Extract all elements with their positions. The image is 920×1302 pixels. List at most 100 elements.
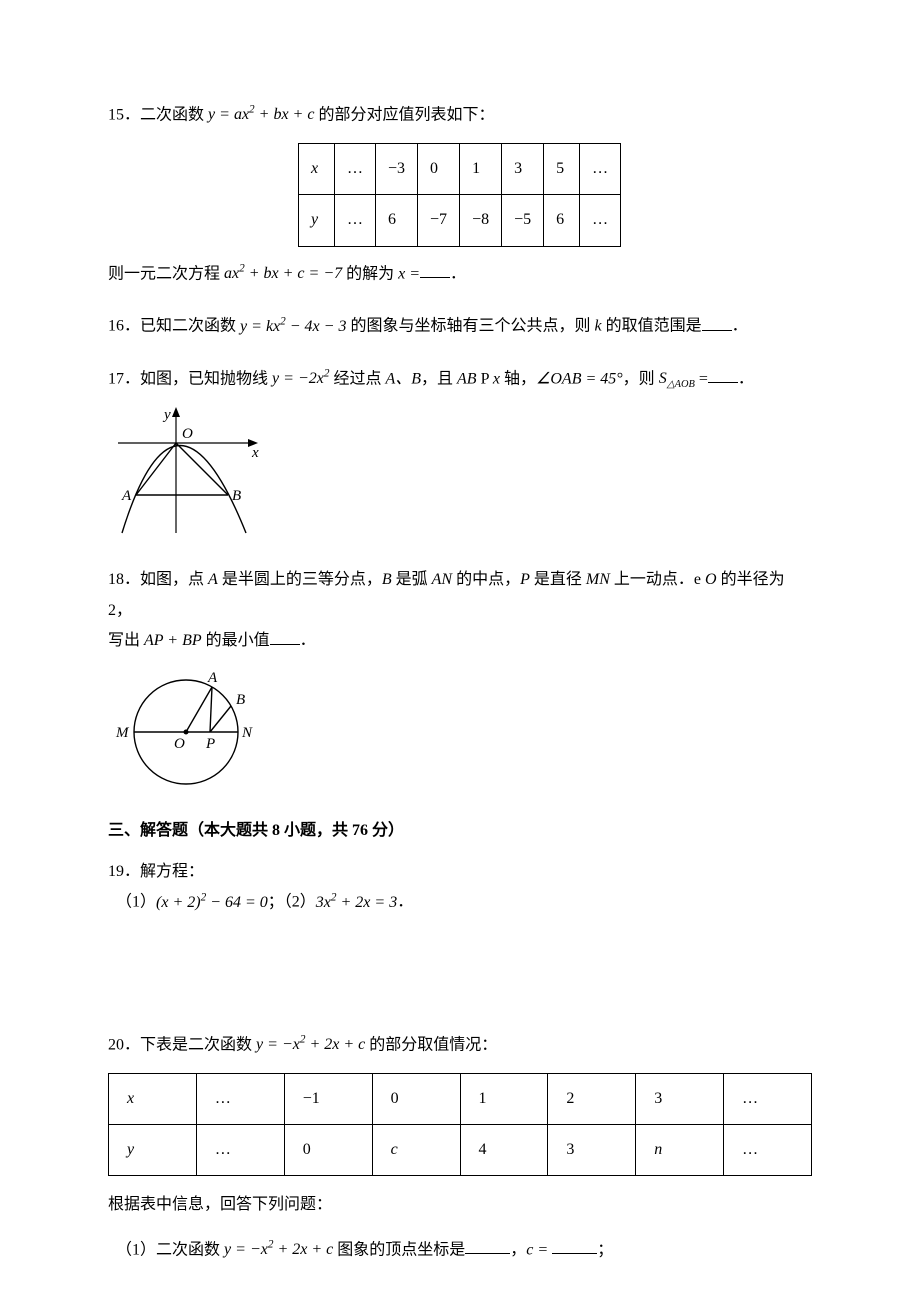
q16-k: k bbox=[594, 318, 601, 335]
label-B: B bbox=[236, 692, 245, 708]
q20-formula: y = −x2 + 2x + c bbox=[256, 1036, 365, 1053]
cell-y4: 6 bbox=[544, 195, 580, 246]
q20-p1-label: （1） bbox=[116, 1241, 156, 1258]
label-M: M bbox=[115, 725, 130, 741]
q18-f: 上一动点． bbox=[610, 571, 694, 588]
q18-period: ． bbox=[300, 632, 316, 649]
q18-l2a: 写出 bbox=[108, 632, 144, 649]
cell-y1: c bbox=[372, 1125, 460, 1176]
q15-formula: y = ax2 + bx + c bbox=[208, 106, 314, 123]
q15-l2-suffix: ． bbox=[450, 265, 466, 282]
table-row: x … −3 0 1 3 5 … bbox=[299, 143, 621, 194]
blank bbox=[420, 262, 450, 278]
cell-x2: 1 bbox=[460, 1073, 548, 1124]
cell-dots: … bbox=[335, 143, 376, 194]
cell-y3: 3 bbox=[548, 1125, 636, 1176]
q17-line1: 17．如图，已知抛物线 y = −2x2 经过点 A、B，且 AB P x 轴，… bbox=[108, 364, 812, 395]
table-row: x … −1 0 1 2 3 … bbox=[109, 1073, 812, 1124]
cell-x2: 1 bbox=[460, 143, 502, 194]
q15-l2-mid: 的解为 bbox=[342, 265, 398, 282]
question-19: 19．解方程： （1）(x + 2)2 − 64 = 0；（2）3x2 + 2x… bbox=[108, 857, 812, 918]
q15-table: x … −3 0 1 3 5 … y … 6 −7 −8 −5 6 … bbox=[298, 143, 621, 247]
label-A: A bbox=[121, 488, 132, 504]
q20-p1-formula: y = −x2 + 2x + c bbox=[224, 1241, 333, 1258]
cell-x4: 5 bbox=[544, 143, 580, 194]
cell-x-label: x bbox=[299, 143, 335, 194]
cell-x1: 0 bbox=[418, 143, 460, 194]
q16-suffix: 的取值范围是 bbox=[602, 318, 702, 335]
question-17: 17．如图，已知抛物线 y = −2x2 经过点 A、B，且 AB P x 轴，… bbox=[108, 364, 812, 543]
q19-sep: ； bbox=[268, 894, 284, 911]
question-18: 18．如图，点 A 是半圆上的三等分点，B 是弧 AN 的中点，P 是直径 MN… bbox=[108, 565, 812, 794]
cell-y0: 0 bbox=[284, 1125, 372, 1176]
q20-suffix: 的部分取值情况： bbox=[365, 1036, 497, 1053]
q17-prefix: 如图，已知抛物线 bbox=[140, 370, 272, 387]
q20-p1-comma: ， bbox=[510, 1241, 526, 1258]
q15-l2-prefix: 则一元二次方程 bbox=[108, 265, 224, 282]
q17-angle: ∠OAB = 45° bbox=[536, 370, 623, 387]
q18-MN: MN bbox=[586, 571, 610, 588]
q18-line2: 写出 AP + BP 的最小值． bbox=[108, 626, 812, 656]
q18-d: 的中点， bbox=[452, 571, 520, 588]
label-O: O bbox=[174, 736, 185, 752]
q17-label: 17． bbox=[108, 370, 140, 387]
question-16: 16．已知二次函数 y = kx2 − 4x − 3 的图象与坐标轴有三个公共点… bbox=[108, 311, 812, 342]
q20-line2: 根据表中信息，回答下列问题： bbox=[108, 1190, 812, 1220]
q17-period: ． bbox=[738, 370, 754, 387]
cell-x3: 2 bbox=[548, 1073, 636, 1124]
q17-b: ，且 bbox=[421, 370, 457, 387]
question-20: 20．下表是二次函数 y = −x2 + 2x + c 的部分取值情况： x …… bbox=[108, 1030, 812, 1266]
q15-prefix: 二次函数 bbox=[140, 106, 208, 123]
q18-circleword: e bbox=[694, 571, 701, 588]
q20-prefix: 下表是二次函数 bbox=[140, 1036, 256, 1053]
cell-y3: −5 bbox=[502, 195, 544, 246]
q18-label: 18． bbox=[108, 571, 140, 588]
blank bbox=[708, 367, 738, 383]
blank bbox=[465, 1238, 510, 1254]
q18-figure: A B M N O P bbox=[108, 664, 812, 794]
cell-y2: −8 bbox=[460, 195, 502, 246]
q17-parallel: P bbox=[477, 370, 493, 387]
q17-xaxis: x bbox=[493, 370, 500, 387]
q17-pts: A、B bbox=[385, 370, 421, 387]
label-O: O bbox=[182, 426, 193, 442]
cell-dots: … bbox=[196, 1073, 284, 1124]
label-P: P bbox=[205, 736, 215, 752]
q20-part1: （1）二次函数 y = −x2 + 2x + c 图象的顶点坐标是，c = ； bbox=[116, 1235, 812, 1266]
q20-label: 20． bbox=[108, 1036, 140, 1053]
q16-period: ． bbox=[732, 318, 748, 335]
q16-label: 16． bbox=[108, 318, 140, 335]
q17-d: ，则 bbox=[623, 370, 659, 387]
cell-dots: … bbox=[580, 195, 621, 246]
label-B: B bbox=[232, 488, 241, 504]
q20-p1-c: c = bbox=[526, 1241, 548, 1258]
q20-table: x … −1 0 1 2 3 … y … 0 c 4 3 n … bbox=[108, 1073, 812, 1177]
q20-p1-prefix: 二次函数 bbox=[156, 1241, 224, 1258]
cell-x1: 0 bbox=[372, 1073, 460, 1124]
cell-x0: −1 bbox=[284, 1073, 372, 1124]
q20-line1: 20．下表是二次函数 y = −x2 + 2x + c 的部分取值情况： bbox=[108, 1030, 812, 1061]
q18-B: B bbox=[382, 571, 392, 588]
cell-y-label: y bbox=[109, 1125, 197, 1176]
q19-p1-formula: (x + 2)2 − 64 = 0 bbox=[156, 894, 268, 911]
q17-figure: y x O A B bbox=[108, 403, 812, 543]
blank bbox=[702, 315, 732, 331]
q18-P: P bbox=[520, 571, 530, 588]
question-15: 15．二次函数 y = ax2 + bx + c 的部分对应值列表如下： x …… bbox=[108, 100, 812, 289]
q18-b: 是半圆上的三等分点， bbox=[218, 571, 382, 588]
q15-label: 15． bbox=[108, 106, 140, 123]
q17-c: 轴， bbox=[500, 370, 536, 387]
q15-l2-formula: ax2 + bx + c = −7 bbox=[224, 265, 342, 282]
q18-c: 是弧 bbox=[392, 571, 432, 588]
table-row: y … 0 c 4 3 n … bbox=[109, 1125, 812, 1176]
q15-l2-var: x = bbox=[398, 265, 420, 282]
q16-formula: y = kx2 − 4x − 3 bbox=[240, 318, 346, 335]
q17-ab: AB bbox=[457, 370, 477, 387]
q20-p1-mid: 图象的顶点坐标是 bbox=[333, 1241, 465, 1258]
q18-l2b: 的最小值 bbox=[202, 632, 270, 649]
cell-y1: −7 bbox=[418, 195, 460, 246]
q18-O: O bbox=[705, 571, 717, 588]
q15-line1: 15．二次函数 y = ax2 + bx + c 的部分对应值列表如下： bbox=[108, 100, 812, 131]
q16-mid: 的图象与坐标轴有三个公共点，则 bbox=[346, 318, 594, 335]
cell-dots: … bbox=[580, 143, 621, 194]
